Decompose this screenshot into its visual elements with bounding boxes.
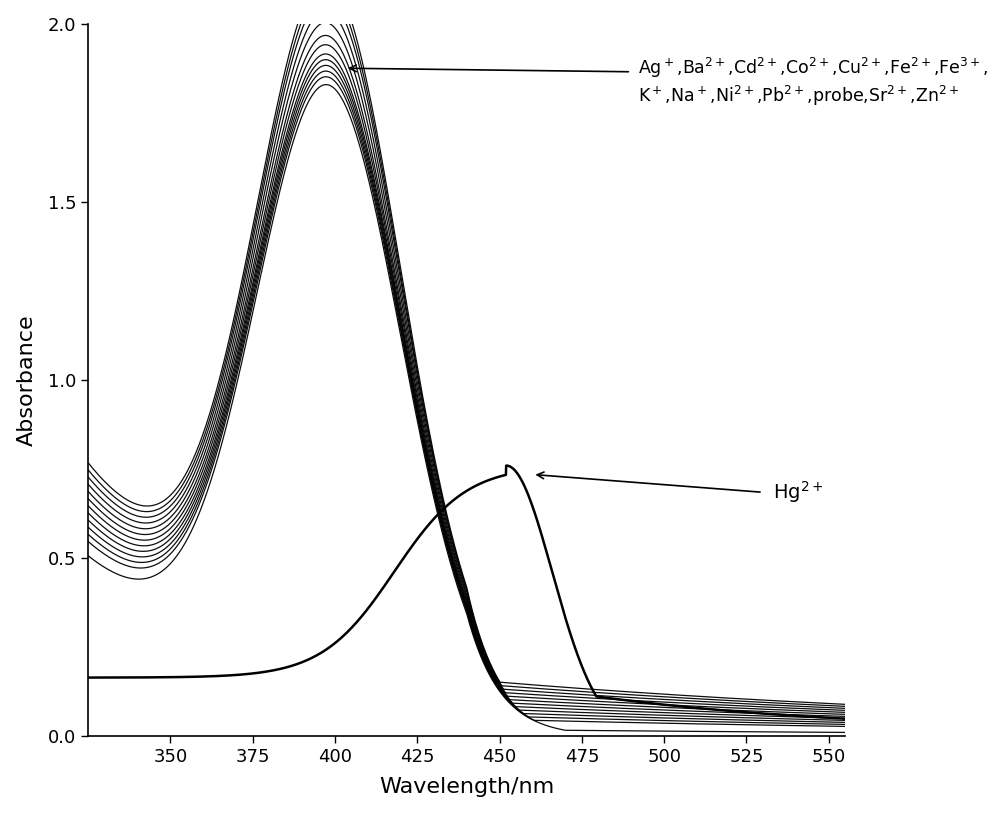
Text: Ag$^+$,Ba$^{2+}$,Cd$^{2+}$,Co$^{2+}$,Cu$^{2+}$,Fe$^{2+}$,Fe$^{3+}$,
K$^+$,Na$^+$: Ag$^+$,Ba$^{2+}$,Cd$^{2+}$,Co$^{2+}$,Cu$… <box>638 55 988 107</box>
Text: Hg$^{2+}$: Hg$^{2+}$ <box>773 479 823 505</box>
X-axis label: Wavelength/nm: Wavelength/nm <box>379 777 554 798</box>
Y-axis label: Absorbance: Absorbance <box>17 314 37 446</box>
